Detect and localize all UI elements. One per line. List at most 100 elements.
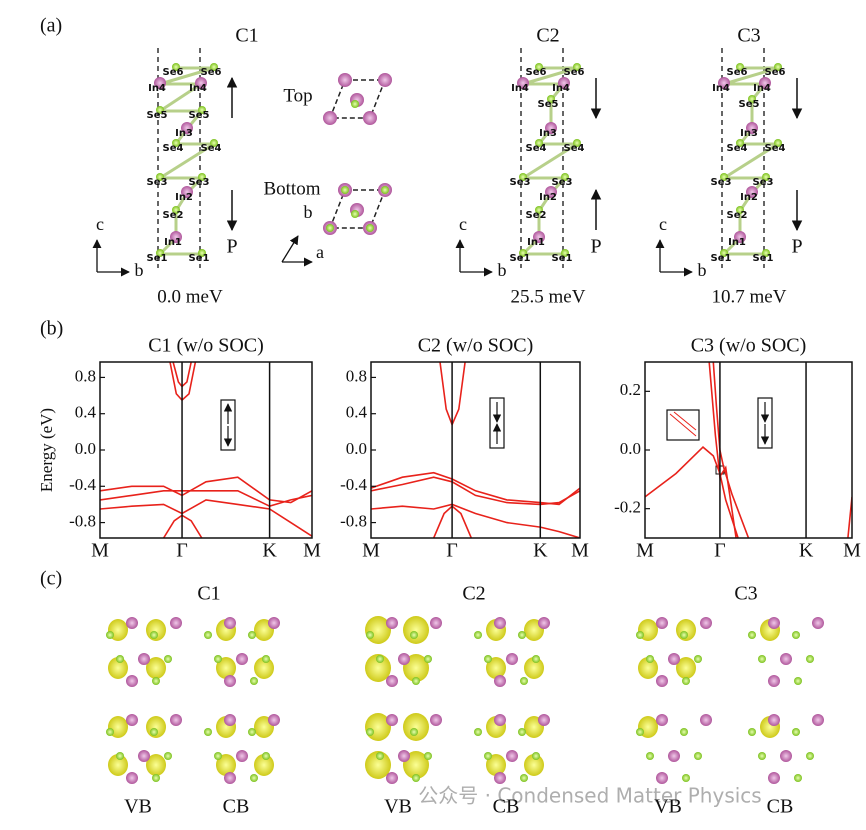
atom-label: Se6 <box>163 67 184 78</box>
atom <box>150 728 158 736</box>
atom <box>214 655 222 663</box>
atom <box>748 95 756 103</box>
atom-label: In3 <box>175 128 193 139</box>
atom <box>341 186 349 194</box>
band-line <box>371 476 580 506</box>
atom <box>532 752 540 760</box>
state-label: CB <box>493 796 520 818</box>
decoration <box>92 48 824 784</box>
atom <box>126 617 138 629</box>
atom <box>780 750 792 762</box>
bond <box>522 142 578 180</box>
atom-label: In4 <box>753 83 771 94</box>
band-line <box>371 503 580 538</box>
atom <box>768 772 780 784</box>
state-label: CB <box>767 796 794 818</box>
atom <box>518 631 526 639</box>
atom <box>126 714 138 726</box>
atom <box>806 655 814 663</box>
atom <box>720 173 728 181</box>
atom-label: Se5 <box>189 110 210 121</box>
x-tick-label: M <box>636 540 654 562</box>
charge-density <box>524 657 544 679</box>
atom <box>326 224 334 232</box>
charge-density <box>146 754 166 776</box>
atom <box>561 173 569 181</box>
atom-label: Se3 <box>510 177 531 188</box>
atom <box>794 677 802 685</box>
zoom-line <box>669 413 697 437</box>
atom-label: In2 <box>740 192 758 203</box>
atom <box>412 774 420 782</box>
band-line <box>712 362 750 538</box>
atom <box>680 728 688 736</box>
watermark: 公众号 · Condensed Matter Physics <box>418 784 761 808</box>
atom-label: Se6 <box>564 67 585 78</box>
energy-label: 25.5 meV <box>511 286 586 307</box>
axis-label: b <box>304 202 313 222</box>
atom-label: Se6 <box>727 67 748 78</box>
inset-box <box>489 397 505 449</box>
x-tick-label: M <box>91 540 109 562</box>
atom <box>573 63 581 71</box>
atom <box>204 728 212 736</box>
atom-label: Se4 <box>201 143 222 154</box>
atom <box>494 714 506 726</box>
atom <box>381 186 389 194</box>
atom <box>545 122 557 134</box>
atom <box>694 752 702 760</box>
atom <box>474 728 482 736</box>
y-tick-label: 0.0 <box>346 439 367 458</box>
structure-title: C1 <box>197 583 220 605</box>
atom <box>250 774 258 782</box>
y-tick-label: 0.4 <box>346 403 368 422</box>
atom-label: In4 <box>148 83 166 94</box>
atom-label: Se3 <box>189 177 210 188</box>
atom <box>126 772 138 784</box>
y-tick-label: 0.8 <box>75 366 96 385</box>
x-tick-label: M <box>303 540 321 562</box>
atom <box>700 714 712 726</box>
structure-title: C3 <box>734 583 757 605</box>
atom-label: Se2 <box>163 210 184 221</box>
atom-label: In2 <box>175 192 193 203</box>
atom <box>156 249 164 257</box>
atom-label: In4 <box>189 83 207 94</box>
atom <box>262 655 270 663</box>
atom <box>351 210 359 218</box>
atom <box>424 752 432 760</box>
charge-density <box>403 616 429 644</box>
atom <box>172 63 180 71</box>
atom <box>138 750 150 762</box>
atom <box>518 728 526 736</box>
atom <box>170 617 182 629</box>
atom <box>736 206 744 214</box>
atom <box>210 139 218 147</box>
y-tick-label: -0.2 <box>614 498 641 517</box>
band-line <box>708 362 737 538</box>
polarization-label: P <box>226 236 237 258</box>
atom <box>204 631 212 639</box>
atom <box>774 63 782 71</box>
atom-label: In4 <box>712 83 730 94</box>
atom <box>250 677 258 685</box>
atom <box>558 77 570 89</box>
atom <box>520 774 528 782</box>
atom <box>636 631 644 639</box>
band-line <box>100 476 312 504</box>
atom-label: Se4 <box>765 143 786 154</box>
atom-label: In1 <box>527 237 545 248</box>
panel-label: (a) <box>40 15 62 37</box>
axis-label: b <box>135 260 144 280</box>
atom-label: Se3 <box>147 177 168 188</box>
x-tick-label: M <box>571 540 589 562</box>
atom-label: Se3 <box>753 177 774 188</box>
axis-label: a <box>316 242 324 262</box>
atom <box>338 73 352 87</box>
atom-label: Se4 <box>163 143 184 154</box>
atom <box>248 631 256 639</box>
atom <box>746 186 758 198</box>
chart-title: C2 (w/o SOC) <box>418 335 534 357</box>
atom <box>736 139 744 147</box>
x-tick-label: Γ <box>446 540 458 562</box>
